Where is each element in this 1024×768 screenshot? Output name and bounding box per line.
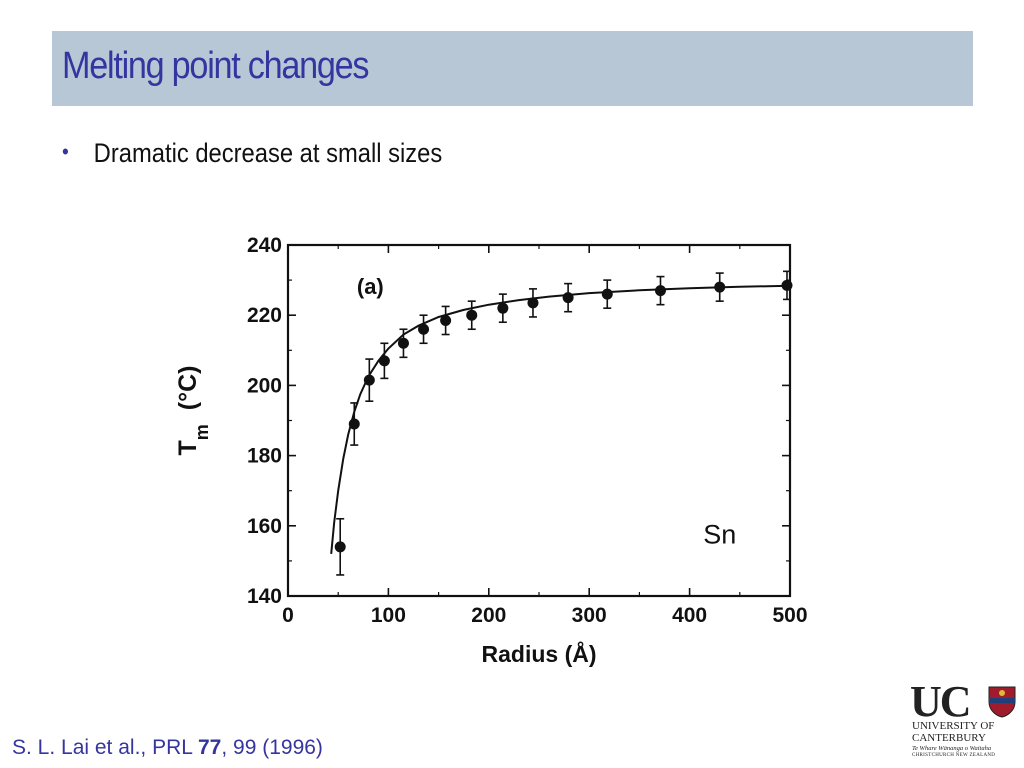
logo-mark: UC bbox=[910, 677, 972, 726]
data-point bbox=[418, 323, 430, 335]
data-point bbox=[440, 314, 452, 326]
melting-point-chart: 0 100 200 300 400 500 140 160 180 200 220 240 (a) Sn R… bbox=[174, 234, 808, 667]
chart-fit-curve-group bbox=[330, 284, 791, 554]
y-tick-label: 180 bbox=[247, 445, 282, 468]
y-tick-label: 220 bbox=[247, 304, 282, 327]
data-point bbox=[781, 279, 793, 291]
x-tick-label: 400 bbox=[672, 604, 707, 627]
x-tick-label: 300 bbox=[572, 604, 607, 627]
data-point bbox=[397, 337, 409, 349]
data-point bbox=[348, 418, 360, 430]
y-axis-label: Tm (°C) bbox=[174, 366, 212, 456]
y-tick-label: 160 bbox=[247, 515, 282, 538]
citation: S. L. Lai et al., PRL 77, 99 (1996) bbox=[12, 736, 323, 760]
series-annotation: Sn bbox=[703, 519, 736, 549]
chart-ticks bbox=[287, 244, 791, 597]
bullet-symbol: • bbox=[62, 139, 69, 164]
data-point bbox=[466, 309, 478, 321]
y-tick-label: 240 bbox=[247, 234, 282, 257]
university-logo: UC UNIVERSITY OF CANTERBURY Te Whare Wān… bbox=[908, 677, 1020, 762]
logo-line-4: CHRISTCHURCH NEW ZEALAND bbox=[912, 753, 996, 758]
x-axis-label: Radius (Å) bbox=[482, 640, 597, 667]
y-axis-label-subscript: m bbox=[192, 424, 212, 440]
y-axis-label-unit: (°C) bbox=[174, 366, 202, 411]
x-tick-label: 0 bbox=[282, 604, 294, 627]
slide-title: Melting point changes bbox=[62, 45, 370, 87]
citation-volume: 77 bbox=[198, 736, 222, 759]
bullet-item: • Dramatic decrease at small sizes bbox=[62, 138, 442, 169]
panel-label: (a) bbox=[357, 274, 384, 299]
data-point bbox=[654, 285, 666, 297]
data-point bbox=[378, 355, 390, 367]
citation-prefix: S. L. Lai et al., PRL bbox=[12, 736, 198, 759]
x-tick-label: 100 bbox=[371, 604, 406, 627]
crest-icon bbox=[988, 686, 1016, 718]
logo-line-2: CANTERBURY bbox=[912, 732, 986, 744]
logo-line-1: UNIVERSITY OF bbox=[912, 720, 995, 732]
y-axis-label-main: T bbox=[174, 440, 202, 455]
x-tick-label: 500 bbox=[772, 604, 807, 627]
y-tick-label: 200 bbox=[247, 374, 282, 397]
x-tick-label: 200 bbox=[471, 604, 506, 627]
data-point bbox=[562, 292, 574, 304]
data-point bbox=[527, 297, 539, 309]
bullet-text: Dramatic decrease at small sizes bbox=[93, 138, 443, 168]
chart-text: 0 100 200 300 400 500 140 160 180 200 220 240 (a) Sn R… bbox=[174, 234, 808, 667]
data-point bbox=[334, 541, 346, 553]
data-point bbox=[601, 288, 613, 300]
chart-points bbox=[334, 270, 793, 576]
logo-line-3: Te Whare Wānanga o Waitaha bbox=[912, 745, 992, 752]
data-point bbox=[714, 281, 726, 293]
data-point bbox=[363, 374, 375, 386]
y-tick-label: 140 bbox=[247, 585, 282, 608]
fit-curve bbox=[330, 284, 791, 554]
data-point bbox=[497, 302, 509, 314]
title-bar: Melting point changes bbox=[52, 31, 973, 106]
citation-suffix: , 99 (1996) bbox=[221, 736, 323, 759]
